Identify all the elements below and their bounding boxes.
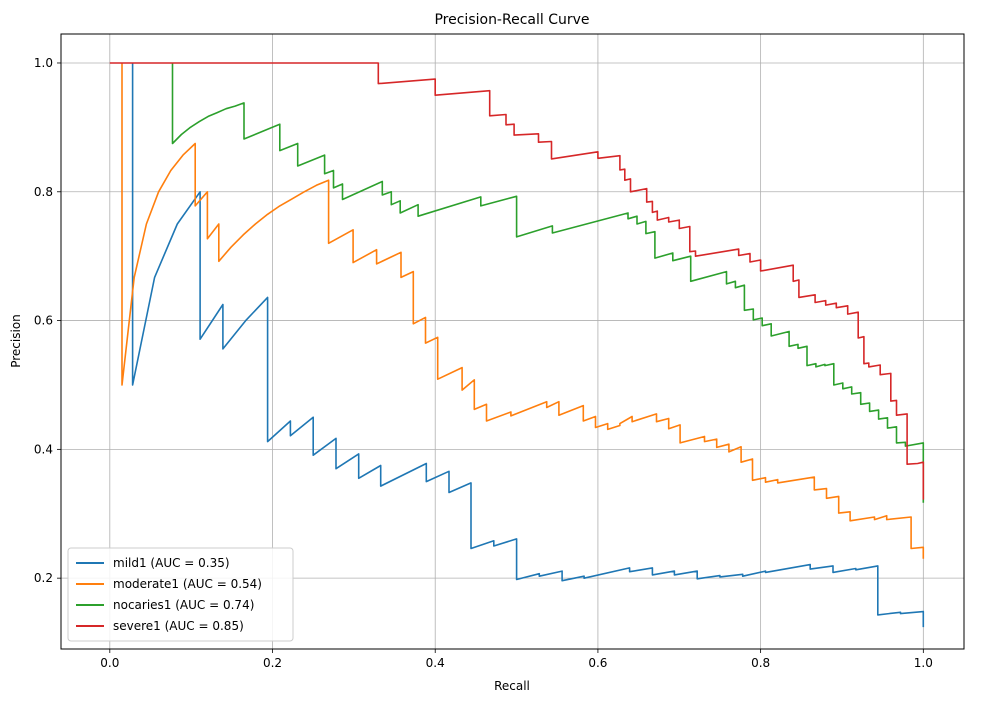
series-lines bbox=[109, 62, 925, 628]
chart-title: Precision-Recall Curve bbox=[434, 12, 589, 28]
x-tick-label: 1.0 bbox=[914, 656, 933, 670]
series-line-0 bbox=[131, 63, 925, 628]
x-axis-label: Recall bbox=[494, 679, 530, 693]
y-tick-label: 0.4 bbox=[34, 442, 53, 456]
y-tick-label: 0.8 bbox=[34, 185, 53, 199]
legend-label-0: mild1 (AUC = 0.35) bbox=[113, 556, 230, 570]
x-tick-label: 0.2 bbox=[263, 656, 282, 670]
y-tick-label: 0.2 bbox=[34, 571, 53, 585]
y-tick-label: 0.6 bbox=[34, 314, 53, 328]
x-tick-label: 0.6 bbox=[588, 656, 607, 670]
y-axis-label: Precision bbox=[9, 314, 23, 368]
series-line-1 bbox=[121, 63, 925, 559]
plot-frame bbox=[60, 33, 965, 650]
axis-ticks: 0.0 0.2 0.4 0.6 0.8 1.0 0.2 0.4 0.6 0.8 1.0 bbox=[34, 56, 933, 670]
x-tick-label: 0.0 bbox=[100, 656, 119, 670]
legend: mild1 (AUC = 0.35) moderate1 (AUC = 0.54)… bbox=[67, 547, 294, 642]
legend-label-2: nocaries1 (AUC = 0.74) bbox=[113, 598, 254, 612]
series-line-2 bbox=[171, 63, 925, 503]
x-tick-label: 0.4 bbox=[426, 656, 445, 670]
y-tick-label: 1.0 bbox=[34, 56, 53, 70]
series-line-3 bbox=[109, 62, 925, 500]
x-tick-label: 0.8 bbox=[751, 656, 770, 670]
legend-label-3: severe1 (AUC = 0.85) bbox=[113, 619, 244, 633]
legend-box bbox=[67, 547, 294, 642]
legend-label-1: moderate1 (AUC = 0.54) bbox=[113, 577, 262, 591]
